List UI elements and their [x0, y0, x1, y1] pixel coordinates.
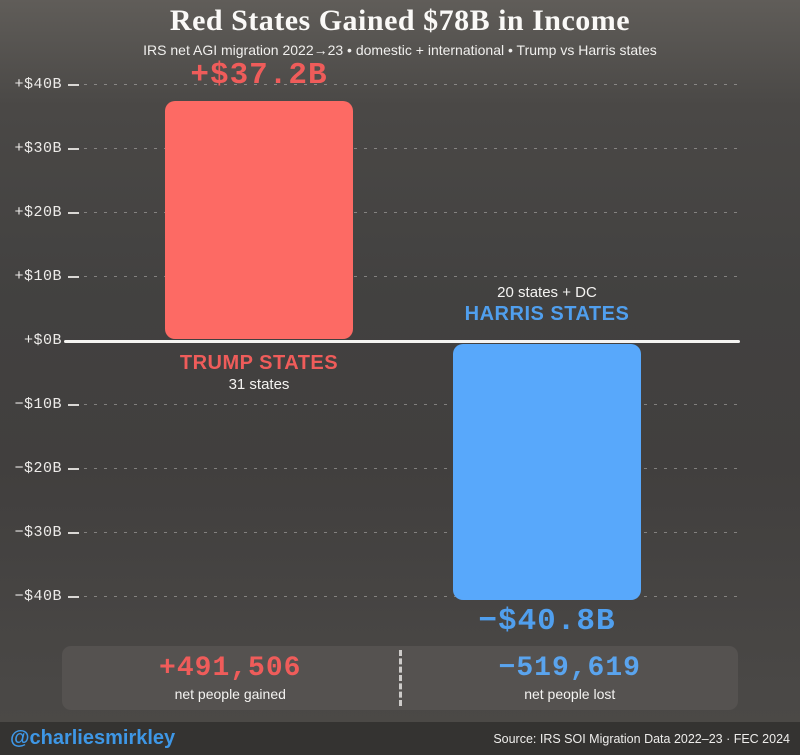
grid-row-30: +$30B [0, 141, 740, 157]
grid-row-20: +$20B [0, 205, 740, 221]
gridline [84, 148, 740, 149]
grid-row--30: −$30B [0, 525, 740, 541]
y-tick-label: −$30B [14, 524, 62, 541]
people-gained-value: +491,506 [159, 653, 302, 684]
y-tick-label: −$10B [14, 396, 62, 413]
people-gained-label: net people gained [174, 686, 286, 702]
y-tick-label: +$10B [14, 268, 62, 285]
trump-category-label: TRUMP STATES [179, 352, 339, 374]
y-tick-mark [68, 404, 79, 406]
trump-value-label: +$37.2B [190, 58, 328, 93]
gridline [84, 596, 740, 597]
y-tick-mark [68, 148, 79, 150]
footer-bar: @charliesmirkley Source: IRS SOI Migrati… [0, 722, 800, 755]
y-tick-mark [68, 596, 79, 598]
grid-row--20: −$20B [0, 461, 740, 477]
gridline [84, 276, 740, 277]
stats-divider [398, 650, 402, 706]
net-people-stats-panel: +491,506 net people gained −519,619 net … [62, 646, 738, 710]
gridline [84, 84, 740, 85]
y-tick-mark [68, 84, 79, 86]
y-tick-label: +$30B [14, 140, 62, 157]
people-lost-value: −519,619 [498, 653, 641, 684]
y-tick-label: +$40B [14, 76, 62, 93]
gridline [84, 212, 740, 213]
page-title: Red States Gained $78B in Income [169, 4, 631, 37]
page-subtitle: IRS net AGI migration 2022→23 • domestic… [143, 42, 657, 58]
people-lost-label: net people lost [524, 686, 616, 702]
harris-category-label: HARRIS STATES [464, 303, 630, 325]
y-tick-mark [68, 532, 79, 534]
y-tick-label: +$0B [23, 332, 62, 349]
bar-trump-states [165, 100, 353, 339]
harris-value-label: −$40.8B [478, 604, 616, 639]
y-tick-label: −$20B [14, 460, 62, 477]
grid-row--10: −$10B [0, 397, 740, 413]
bar-harris-states [453, 344, 641, 601]
y-tick-label: −$40B [14, 588, 62, 605]
y-tick-label: +$20B [14, 204, 62, 221]
stat-people-gained: +491,506 net people gained [62, 653, 399, 703]
grid-row--40: −$40B [0, 589, 740, 605]
grid-row-40: +$40B [0, 77, 740, 93]
harris-sublabel: 20 states + DC [497, 284, 597, 301]
stat-people-lost: −519,619 net people lost [402, 653, 739, 703]
author-handle-link[interactable]: @charliesmirkley [10, 727, 176, 749]
zero-axis-line [64, 340, 740, 343]
y-tick-mark [68, 468, 79, 470]
gridline [84, 468, 740, 469]
y-tick-mark [68, 276, 79, 278]
grid-row-10: +$10B [0, 269, 740, 285]
y-tick-mark [68, 212, 79, 214]
gridline [84, 532, 740, 533]
trump-sublabel: 31 states [228, 376, 290, 393]
source-attribution: Source: IRS SOI Migration Data 2022–23 ·… [493, 731, 790, 746]
gridline [84, 404, 740, 405]
